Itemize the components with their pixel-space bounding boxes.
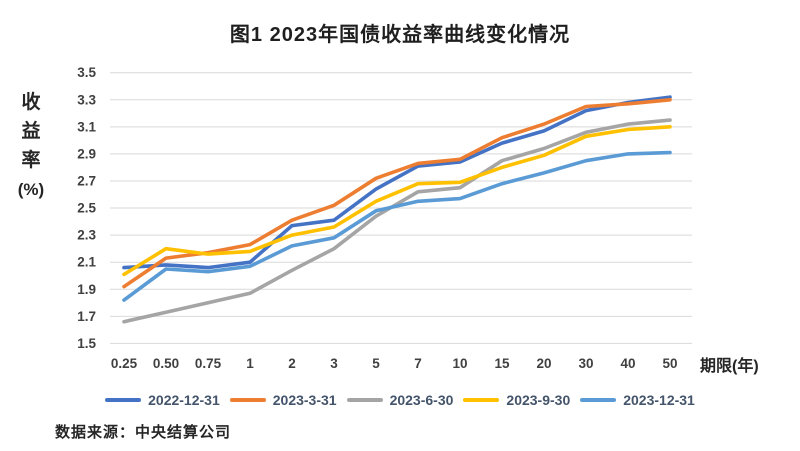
legend-item: 2023-9-30	[463, 392, 570, 408]
y-tick-label: 1.7	[77, 309, 96, 324]
y-axis-title: 收 益 率 (%)	[14, 88, 48, 204]
legend: 2022-12-31 2023-3-31 2023-6-30 2023-9-30 202…	[40, 392, 760, 408]
x-tick-label: 3	[330, 356, 338, 371]
x-tick-label: 20	[536, 356, 551, 371]
legend-label: 2023-9-30	[506, 392, 571, 408]
x-tick-label: 1	[246, 356, 254, 371]
y-axis-title-unit: (%)	[17, 180, 45, 199]
y-tick-label: 2.7	[77, 173, 96, 188]
legend-line-swatch	[229, 397, 266, 403]
legend-line-swatch	[580, 397, 617, 403]
y-tick-label: 3.5	[77, 65, 96, 80]
x-axis-title: 期限(年)	[700, 358, 759, 375]
x-tick-label: 7	[414, 356, 422, 371]
y-tick-label: 2.9	[77, 146, 96, 161]
legend-label: 2023-3-31	[272, 392, 337, 408]
x-tick-label: 0.50	[153, 356, 179, 371]
y-tick-label: 2.3	[77, 228, 96, 243]
y-axis-title-char: 率	[21, 150, 41, 171]
legend-item: 2023-6-30	[346, 392, 454, 408]
legend-item: 2022-12-31	[105, 392, 220, 408]
series-line-2022-12-31	[122, 95, 672, 270]
y-axis-title-char: 收	[21, 92, 41, 113]
x-tick-label: 0.75	[195, 356, 222, 371]
y-tick-label: 3.3	[77, 92, 96, 107]
series-line-2023-3-31	[122, 98, 672, 289]
x-tick-label: 40	[620, 356, 635, 371]
legend-label: 2023-12-31	[623, 392, 695, 408]
legend-line-swatch	[105, 397, 142, 403]
yield-curve-plot: 3.5 3.3 3.1 2.9 2.7 2.5 2.3 2.1 1.9 1.7 1.5 0.25 0.5…	[77, 65, 692, 371]
y-tick-label: 1.5	[77, 336, 96, 351]
x-tick-label: 15	[494, 356, 510, 371]
legend-label: 2022-12-31	[148, 392, 220, 408]
series-line-2023-6-30	[122, 118, 672, 324]
y-tick-label: 2.5	[77, 201, 96, 216]
chart-title: 图1 2023年国债收益率曲线变化情况	[229, 24, 571, 46]
y-axis-title-char: 益	[21, 121, 41, 142]
x-tick-label: 5	[372, 356, 380, 371]
y-tick-label: 2.1	[77, 255, 96, 270]
x-tick-label: 30	[578, 356, 593, 371]
x-tick-label: 10	[452, 356, 467, 371]
x-tick-label: 2	[288, 356, 296, 371]
series-line-2023-9-30	[122, 125, 672, 277]
data-source: 数据来源：中央结算公司	[55, 424, 232, 441]
x-tick-label: 50	[662, 356, 677, 371]
legend-line-swatch	[463, 397, 500, 403]
legend-label: 2023-6-30	[389, 392, 454, 408]
legend-item: 2023-3-31	[229, 392, 337, 408]
legend-line-swatch	[346, 397, 383, 403]
y-tick-label: 3.1	[77, 119, 96, 134]
y-tick-label: 1.9	[77, 282, 96, 297]
legend-item: 2023-12-31	[580, 392, 695, 408]
x-tick-label: 0.25	[111, 356, 138, 371]
series-line-2023-12-31	[122, 150, 672, 302]
